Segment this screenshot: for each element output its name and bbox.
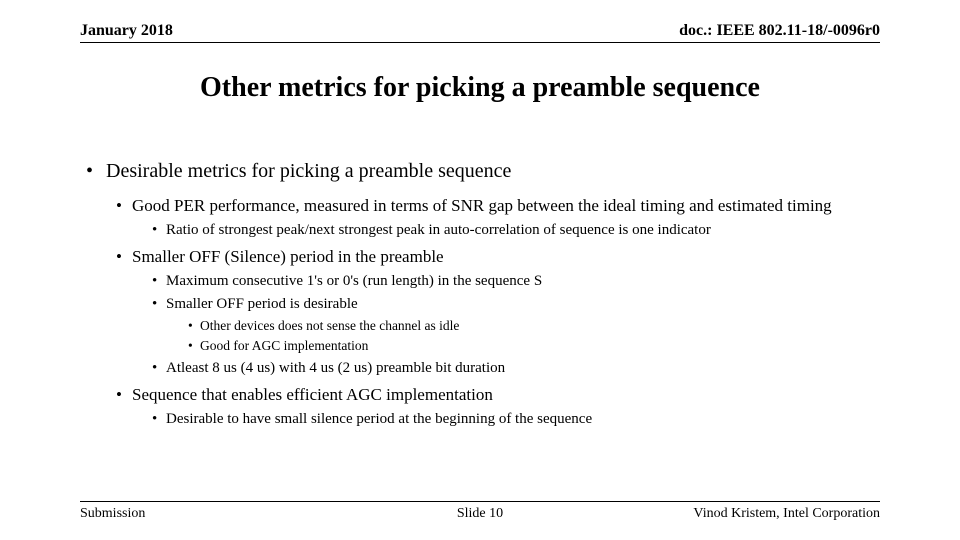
footer-slide-number: Slide 10 [80, 506, 880, 522]
bullet-l4: Good for AGC implementation [80, 337, 900, 354]
bullet-text: Desirable metrics for picking a preamble… [106, 160, 511, 182]
bullet-text: Other devices does not sense the channel… [200, 318, 459, 333]
bullet-l2: Sequence that enables efficient AGC impl… [80, 384, 900, 429]
slide-body: Desirable metrics for picking a preamble… [80, 160, 900, 439]
header-bar: January 2018 doc.: IEEE 802.11-18/-0096r… [80, 22, 880, 43]
bullet-l3: Smaller OFF period is desirable Other de… [80, 295, 900, 355]
bullet-text: Smaller OFF period is desirable [166, 296, 358, 312]
header-doc-number: doc.: IEEE 802.11-18/-0096r0 [679, 22, 880, 40]
header-date: January 2018 [80, 22, 173, 40]
bullet-l4: Other devices does not sense the channel… [80, 317, 900, 334]
footer-bar: Submission Slide 10 Vinod Kristem, Intel… [80, 501, 880, 522]
bullet-text: Good for AGC implementation [200, 338, 368, 353]
bullet-text: Maximum consecutive 1's or 0's (run leng… [166, 273, 542, 289]
bullet-text: Smaller OFF (Silence) period in the prea… [132, 247, 444, 266]
bullet-l3: Atleast 8 us (4 us) with 4 us (2 us) pre… [80, 359, 900, 378]
bullet-l2: Good PER performance, measured in terms … [80, 195, 900, 240]
bullet-text: Good PER performance, measured in terms … [80, 195, 900, 217]
bullet-l3: Desirable to have small silence period a… [80, 410, 900, 429]
bullet-text: Ratio of strongest peak/next strongest p… [166, 222, 711, 238]
bullet-l1: Desirable metrics for picking a preamble… [80, 160, 900, 429]
bullet-l3: Maximum consecutive 1's or 0's (run leng… [80, 272, 900, 291]
slide-title: Other metrics for picking a preamble seq… [0, 72, 960, 104]
bullet-text: Desirable to have small silence period a… [166, 411, 592, 427]
bullet-text: Sequence that enables efficient AGC impl… [132, 385, 493, 404]
bullet-l2: Smaller OFF (Silence) period in the prea… [80, 246, 900, 378]
bullet-l3: Ratio of strongest peak/next strongest p… [80, 221, 900, 240]
bullet-text: Atleast 8 us (4 us) with 4 us (2 us) pre… [166, 360, 505, 376]
